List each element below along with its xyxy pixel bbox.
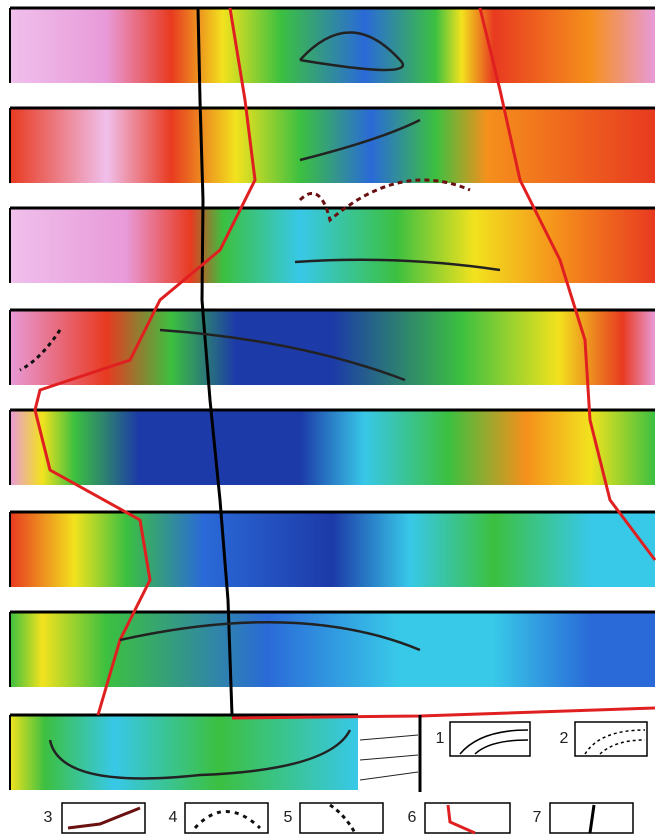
red-line-horizontal	[232, 708, 655, 718]
legend-icon	[460, 730, 528, 754]
legend-box	[185, 803, 268, 833]
legend-label: 6	[408, 809, 417, 826]
contour	[360, 735, 418, 780]
legend-label: 3	[44, 809, 53, 826]
map-strip	[10, 310, 655, 385]
legend-icon	[195, 812, 260, 829]
map-strip	[10, 612, 655, 687]
legend-label: 1	[436, 730, 445, 747]
legend-icon	[585, 730, 645, 754]
legend-box	[300, 803, 383, 833]
figure: 1 2 3 4 5 6 7	[0, 0, 662, 839]
legend-label: 2	[560, 730, 569, 747]
map-strip	[10, 208, 655, 283]
legend-icon	[590, 805, 594, 833]
map-strip	[10, 512, 655, 587]
map-strip	[10, 715, 358, 790]
legend-label: 4	[169, 809, 178, 826]
legend-label: 5	[284, 809, 293, 826]
map-strip	[10, 8, 655, 83]
map-strip	[10, 108, 655, 183]
map-strips	[10, 8, 655, 790]
map-strip	[10, 410, 655, 485]
legend-icon	[448, 805, 475, 833]
legend-icon	[330, 805, 355, 833]
legend-icon	[68, 808, 140, 828]
legend-box	[575, 722, 647, 756]
legend-label: 7	[533, 809, 542, 826]
